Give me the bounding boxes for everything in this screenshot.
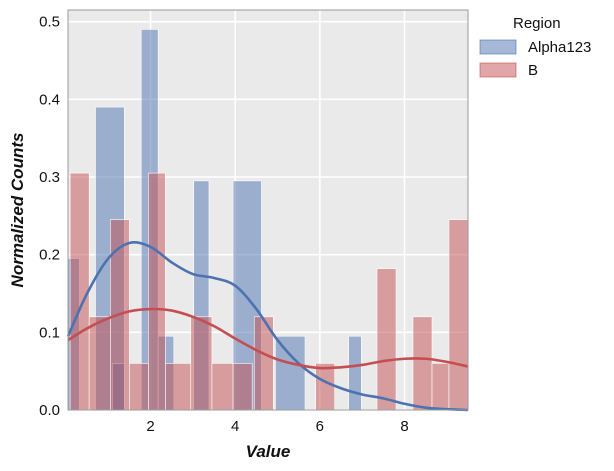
bar-b bbox=[129, 363, 149, 411]
bar-b bbox=[165, 363, 192, 411]
bar-alpha123 bbox=[348, 335, 362, 411]
legend[interactable]: Region Alpha123 B bbox=[479, 15, 591, 79]
tick-labels: 2 4 6 8 0.0 0.1 0.2 0.3 0.4 0.5 bbox=[39, 14, 409, 435]
bar-b bbox=[431, 363, 450, 411]
y-tick-label: 0.1 bbox=[39, 324, 60, 341]
kde-line-b bbox=[67, 307, 469, 370]
y-tick-label: 0.5 bbox=[39, 14, 60, 31]
legend-label-alpha123: Alpha123 bbox=[528, 39, 591, 56]
plot-frame bbox=[67, 9, 469, 411]
legend-title: Region bbox=[513, 15, 561, 32]
bar-b bbox=[69, 172, 90, 411]
bar-b bbox=[448, 219, 469, 411]
y-tick-label: 0.3 bbox=[39, 169, 60, 186]
y-axis-label: Normalized Counts bbox=[8, 133, 27, 288]
bar-b bbox=[190, 316, 213, 411]
legend-items: Alpha123 B bbox=[479, 39, 591, 79]
y-tick-label: 0.4 bbox=[39, 91, 60, 108]
legend-label-b: B bbox=[528, 62, 538, 79]
x-tick-label: 2 bbox=[146, 418, 154, 435]
y-tick-label: 0.2 bbox=[39, 247, 60, 264]
bar-b bbox=[376, 268, 397, 411]
bar-b bbox=[232, 363, 253, 411]
x-tick-label: 6 bbox=[316, 418, 324, 435]
bar-b bbox=[88, 316, 111, 411]
x-tick-label: 8 bbox=[400, 418, 408, 435]
bar-b bbox=[211, 363, 234, 411]
histogram-bars bbox=[67, 29, 469, 411]
kde-line-alpha123 bbox=[66, 241, 469, 412]
bar-b bbox=[148, 172, 166, 411]
y-tick-label: 0.0 bbox=[39, 402, 60, 419]
x-tick-label: 4 bbox=[231, 418, 239, 435]
legend-swatch-b bbox=[479, 62, 517, 78]
bar-b bbox=[315, 363, 335, 411]
legend-swatch-alpha123 bbox=[479, 39, 517, 55]
kde-curves bbox=[66, 241, 469, 412]
x-axis-label: Value bbox=[246, 442, 291, 461]
bar-b bbox=[412, 316, 433, 411]
bar-alpha123 bbox=[275, 335, 306, 411]
